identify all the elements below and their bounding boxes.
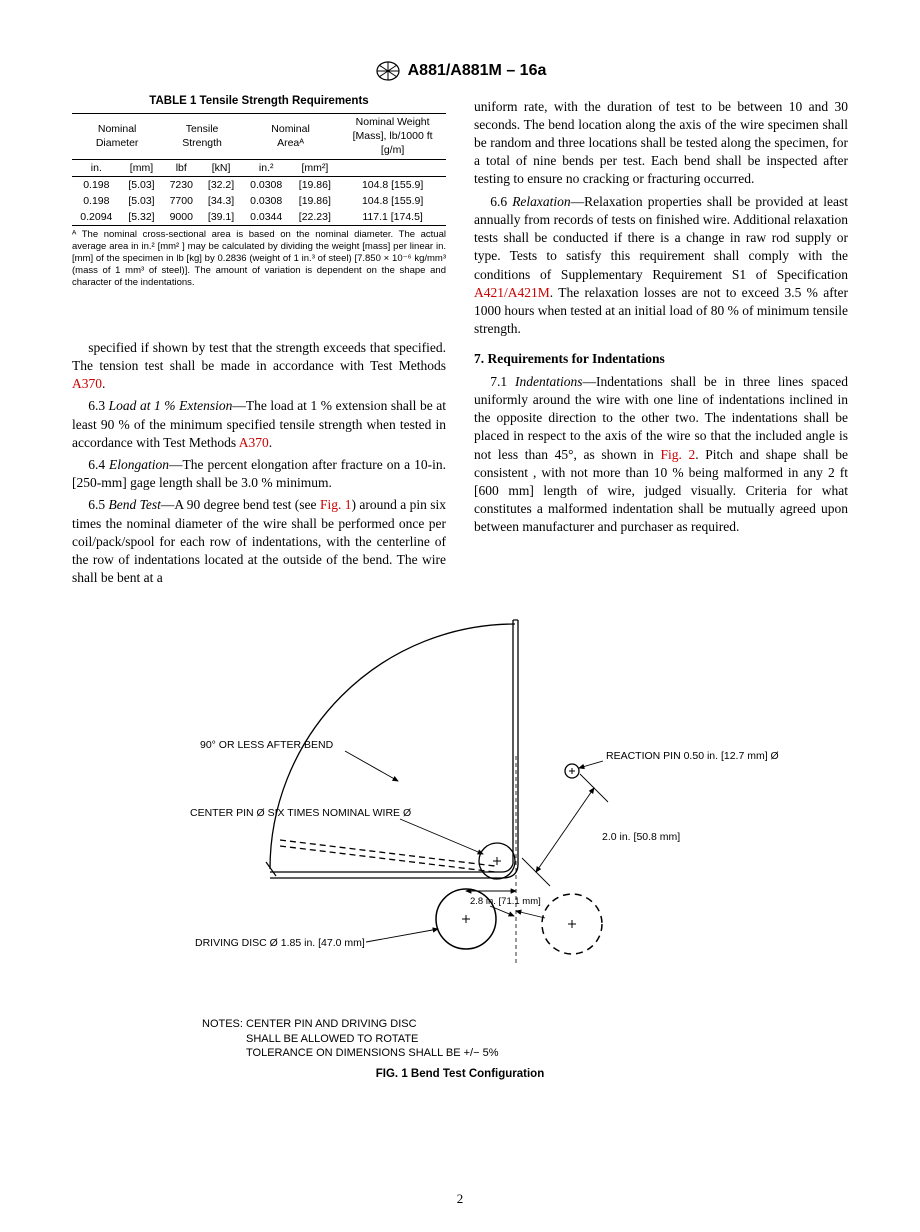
th-diameter: Nominal Diameter xyxy=(72,114,162,160)
u-in2: in.² xyxy=(242,159,291,176)
link-a421[interactable]: A421/A421M xyxy=(474,285,550,300)
u-blank xyxy=(339,159,446,176)
figure-caption: FIG. 1 Bend Test Configuration xyxy=(72,1067,848,1083)
section-7-head: 7. Requirements for Indentations xyxy=(474,350,848,368)
table-row: 0.2094[5.32]9000[39.1]0.0344[22.23]117.1… xyxy=(72,209,446,226)
figure-1: 90° OR LESS AFTER BEND CENTER PIN Ø SIX … xyxy=(72,606,848,1083)
link-fig2[interactable]: Fig. 2 xyxy=(660,447,695,462)
para-6-5: 6.5 Bend Test—A 90 degree bend test (see… xyxy=(72,496,446,587)
figure-notes: NOTES: CENTER PIN AND DRIVING DISC SHALL… xyxy=(202,1017,848,1062)
label-driving: DRIVING DISC Ø 1.85 in. [47.0 mm] xyxy=(195,937,365,949)
label-28in: 2.8 in. [71.1 mm] xyxy=(470,896,541,907)
para-6-5-cont: uniform rate, with the duration of test … xyxy=(474,98,848,189)
doc-header: A881/A881M – 16a xyxy=(72,60,848,82)
table1: Nominal Diameter Tensile Strength Nomina… xyxy=(72,113,446,226)
logo-icon xyxy=(374,61,402,81)
table1-footnote: ᴬ The nominal cross-sectional area is ba… xyxy=(72,229,446,288)
th-area: Nominal Areaᴬ xyxy=(242,114,339,160)
designation: A881/A881M – 16a xyxy=(408,62,547,79)
para-7-1: 7.1 Indentations—Indentations shall be i… xyxy=(474,373,848,537)
u-mm: [mm] xyxy=(121,159,163,176)
fig-note-2: SHALL BE ALLOWED TO ROTATE xyxy=(246,1032,848,1047)
para-6-2-cont: specified if shown by test that the stre… xyxy=(72,339,446,394)
link-a370-2[interactable]: A370 xyxy=(239,435,269,450)
link-a370[interactable]: A370 xyxy=(72,376,102,391)
label-reaction: REACTION PIN 0.50 in. [12.7 mm] Ø xyxy=(606,750,779,762)
link-fig1[interactable]: Fig. 1 xyxy=(320,497,352,512)
th-strength: Tensile Strength xyxy=(162,114,242,160)
para-6-6: 6.6 Relaxation—Relaxation properties sha… xyxy=(474,193,848,339)
two-column-layout: TABLE 1 Tensile Strength Requirements No… xyxy=(72,94,848,588)
para-6-4: 6.4 Elongation—The percent elongation af… xyxy=(72,456,446,492)
u-in: in. xyxy=(72,159,121,176)
th-weight: Nominal Weight [Mass], lb/1000 ft [g/m] xyxy=(339,114,446,160)
page-number: 2 xyxy=(0,1190,920,1208)
label-centerpin: CENTER PIN Ø SIX TIMES NOMINAL WIRE Ø xyxy=(190,807,411,819)
label-90deg: 90° OR LESS AFTER BEND xyxy=(200,739,334,751)
u-mm2: [mm²] xyxy=(291,159,340,176)
fig-note-3: TOLERANCE ON DIMENSIONS SHALL BE +/− 5% xyxy=(246,1046,848,1061)
table1-title: TABLE 1 Tensile Strength Requirements xyxy=(72,94,446,110)
label-2in: 2.0 in. [50.8 mm] xyxy=(602,831,680,843)
fig-note-1: NOTES: CENTER PIN AND DRIVING DISC xyxy=(202,1017,848,1032)
bend-test-diagram: 90° OR LESS AFTER BEND CENTER PIN Ø SIX … xyxy=(140,606,780,1006)
table-row: 0.198[5.03]7230[32.2]0.0308[19.86]104.8 … xyxy=(72,176,446,193)
table-row: 0.198[5.03]7700[34.3]0.0308[19.86]104.8 … xyxy=(72,193,446,209)
left-column: TABLE 1 Tensile Strength Requirements No… xyxy=(72,94,446,588)
u-kn: [kN] xyxy=(200,159,242,176)
u-lbf: lbf xyxy=(162,159,200,176)
para-6-3: 6.3 Load at 1 % Extension—The load at 1 … xyxy=(72,397,446,452)
right-column: uniform rate, with the duration of test … xyxy=(474,94,848,588)
table1-body: 0.198[5.03]7230[32.2]0.0308[19.86]104.8 … xyxy=(72,176,446,226)
